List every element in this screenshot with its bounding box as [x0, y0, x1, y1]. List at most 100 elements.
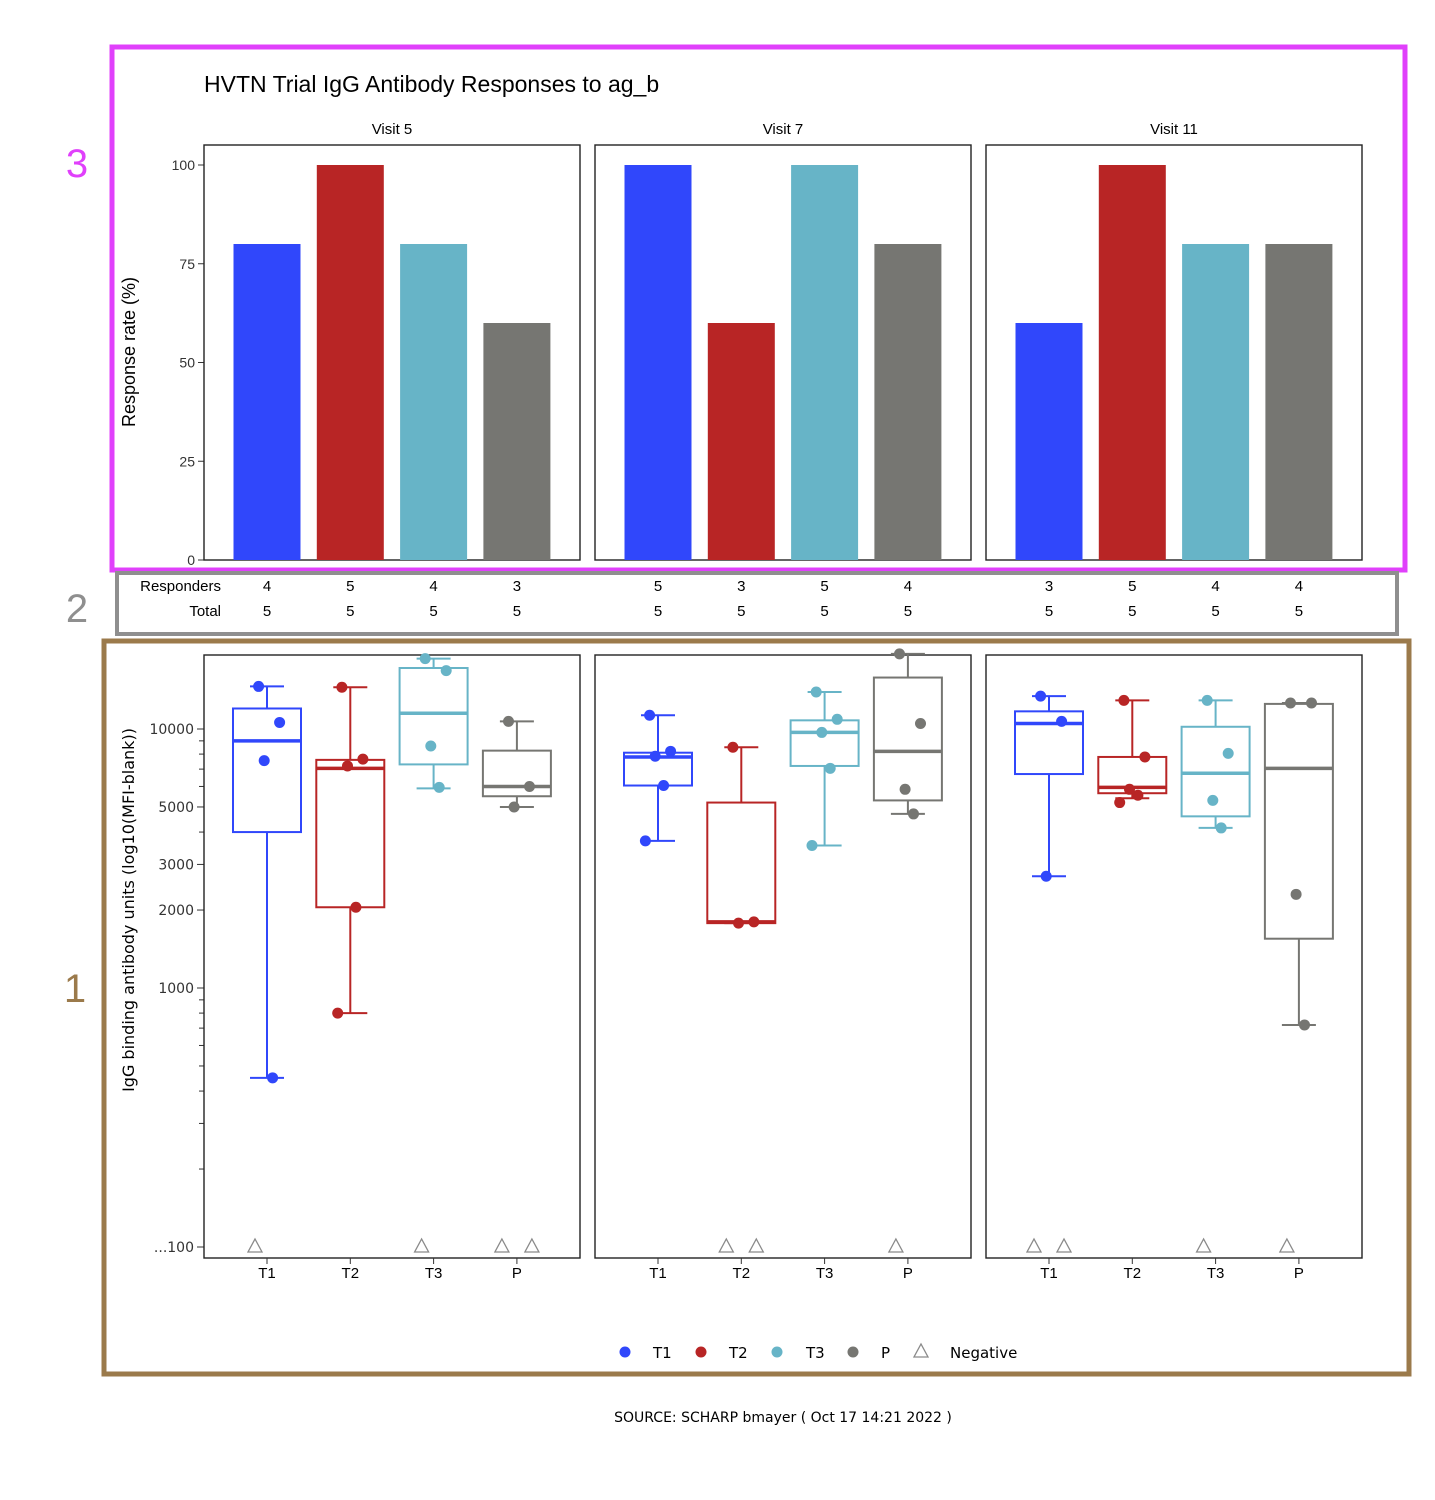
bar-p — [1265, 244, 1333, 560]
box-plot-chart: 10000 5000 3000 2000 1000 ...100 T1 T2 T3 P T1 T2 T3… — [149, 648, 1363, 1282]
box-x-tick-label: T2 — [733, 1265, 751, 1282]
box-p — [1263, 702, 1334, 940]
box-y-tick-label: 2000 — [158, 903, 194, 919]
data-point-t3 — [816, 726, 828, 738]
box-x-tick-label: P — [1294, 1265, 1304, 1282]
data-point-t1 — [274, 716, 286, 728]
legend-label: P — [881, 1344, 890, 1362]
table-cell-responders: 4 — [263, 578, 271, 595]
box-t3 — [789, 719, 860, 767]
data-point-t3 — [425, 740, 437, 752]
bar-y-tick-label: 75 — [179, 256, 195, 272]
bar-y-tick-label: 50 — [179, 355, 195, 371]
box-t1 — [1014, 710, 1084, 776]
box-y-tick-label: 10000 — [149, 722, 194, 738]
data-point-p — [1306, 697, 1317, 709]
data-point-t3 — [419, 653, 431, 665]
table-cell-responders: 4 — [1295, 578, 1303, 595]
data-point-t1 — [1040, 870, 1052, 882]
box-p — [872, 676, 943, 802]
box-x-tick-label: T3 — [425, 1265, 443, 1282]
bar-t1 — [1015, 323, 1083, 560]
legend-marker-negative — [912, 1342, 930, 1358]
bar-panel-strip-label: Visit 5 — [372, 121, 413, 138]
box-x-tick-label: T1 — [649, 1265, 667, 1282]
data-point-t3 — [1207, 794, 1219, 806]
data-point-t2 — [357, 753, 369, 765]
source-footer: SOURCE: SCHARP bmayer ( Oct 17 14:21 202… — [614, 1410, 952, 1426]
bar-t2 — [316, 165, 384, 560]
table-cell-total: 5 — [1128, 603, 1136, 620]
region-box-2 — [115, 571, 1399, 636]
bar-t3 — [791, 165, 859, 560]
data-point-t1 — [658, 780, 670, 792]
table-cell-responders: 5 — [654, 578, 662, 595]
box-x-tick-label: P — [512, 1265, 522, 1282]
data-point-p — [894, 648, 905, 660]
data-point-t3 — [806, 839, 818, 851]
box-y-axis-label: IgG binding antibody units (log10(MFI-bl… — [119, 728, 138, 1092]
box-p — [481, 749, 552, 798]
data-point-p — [503, 715, 514, 727]
bar-t3 — [400, 244, 468, 560]
negative-marker-p — [523, 1237, 540, 1253]
data-point-t1 — [665, 745, 677, 757]
data-point-t1 — [1035, 690, 1047, 702]
data-point-t2 — [336, 681, 348, 693]
negative-marker-t3 — [1195, 1237, 1212, 1253]
bar-y-axis-label: Response rate (%) — [119, 277, 139, 427]
data-point-p — [1290, 888, 1302, 900]
legend-label: T2 — [728, 1344, 748, 1362]
bar-y-tick-label: 25 — [179, 453, 195, 469]
table-cell-responders: 5 — [346, 578, 354, 595]
data-point-t2 — [1139, 751, 1151, 763]
bar-panel-frame — [594, 144, 972, 561]
bar-panel-strip-label: Visit 7 — [763, 121, 804, 138]
data-point-p — [899, 783, 911, 795]
data-point-p — [915, 718, 926, 730]
data-point-p — [524, 780, 535, 792]
data-point-t2 — [332, 1007, 344, 1019]
table-cell-total: 5 — [429, 603, 437, 620]
data-point-t2 — [1114, 797, 1126, 809]
data-point-t2 — [1118, 694, 1130, 706]
negative-marker-t1 — [1055, 1237, 1073, 1253]
bar-y-tick-label: 0 — [187, 552, 195, 568]
data-point-t1 — [267, 1072, 279, 1084]
data-point-t2 — [733, 917, 744, 929]
data-point-t2 — [342, 760, 353, 772]
negative-marker-t2 — [748, 1237, 765, 1253]
box-y-tick-label: 5000 — [158, 800, 194, 816]
table-cell-total: 5 — [263, 603, 271, 620]
table-cell-total: 5 — [1211, 603, 1219, 620]
table-cell-responders: 3 — [737, 578, 745, 595]
box-x-tick-label: T2 — [342, 1265, 360, 1282]
negative-marker-p — [887, 1237, 904, 1253]
bar-t2 — [1098, 165, 1166, 560]
table-row-label-total: Total — [189, 603, 221, 620]
box-x-tick-label: P — [903, 1265, 913, 1282]
box-panel-frame — [203, 654, 581, 1259]
negative-marker-t1 — [1025, 1237, 1043, 1253]
box-panel-frame — [985, 654, 1363, 1259]
box-panel-frame — [594, 654, 972, 1259]
box-y-tick-label: 3000 — [158, 857, 194, 873]
table-cell-total: 5 — [737, 603, 745, 620]
bar-panel-frame — [203, 144, 581, 561]
negative-marker-t2 — [718, 1237, 735, 1253]
bar-p — [874, 244, 942, 560]
table-cell-responders: 4 — [1211, 578, 1219, 595]
box-x-tick-label: T2 — [1124, 1265, 1142, 1282]
bar-chart-title: HVTN Trial IgG Antibody Responses to ag_… — [204, 71, 659, 97]
region-label-1: 1 — [64, 967, 86, 1011]
box-x-tick-label: T1 — [258, 1265, 276, 1282]
bar-t1 — [624, 165, 692, 560]
table-cell-responders: 5 — [820, 578, 828, 595]
box-t3 — [398, 666, 469, 766]
data-point-p — [508, 801, 520, 813]
legend-marker-p — [847, 1346, 859, 1358]
data-point-t3 — [1222, 747, 1234, 759]
box-y-tick-label: 1000 — [158, 981, 194, 997]
legend-marker-t2 — [695, 1346, 707, 1358]
